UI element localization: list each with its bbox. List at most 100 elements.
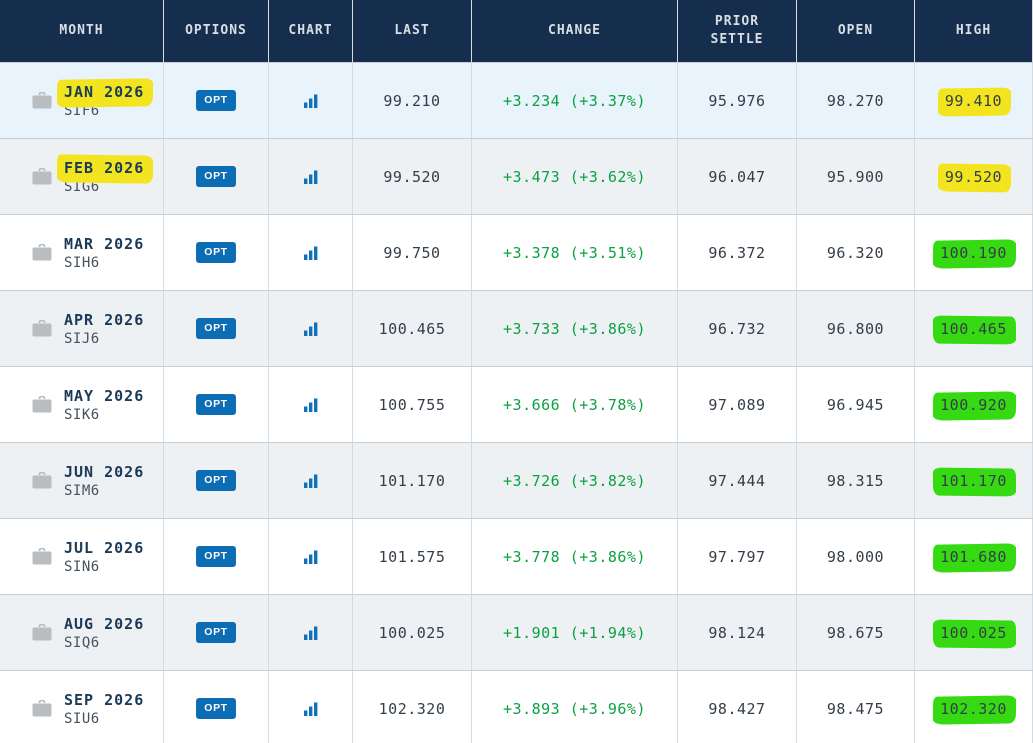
change-value: +3.778 (+3.86%) (472, 519, 678, 594)
options-button[interactable]: OPT (196, 622, 236, 643)
month-label: MAR 2026 (64, 234, 145, 253)
column-header-month[interactable]: MONTH (0, 0, 164, 62)
month-cell[interactable]: JAN 2026 SIF6 (0, 63, 164, 138)
bar-chart-icon[interactable] (302, 169, 320, 185)
change-value: +1.901 (+1.94%) (472, 595, 678, 670)
briefcase-icon (32, 700, 52, 717)
open-value: 95.900 (797, 139, 915, 214)
bar-chart-icon[interactable] (302, 473, 320, 489)
briefcase-icon (32, 396, 52, 413)
last-value: 101.170 (353, 443, 472, 518)
briefcase-icon (32, 244, 52, 261)
column-header-open[interactable]: OPEN (797, 0, 915, 62)
month-cell[interactable]: APR 2026 SIJ6 (0, 291, 164, 366)
last-value: 100.755 (353, 367, 472, 442)
contract-code: SIQ6 (64, 634, 100, 651)
column-header-high[interactable]: HIGH (915, 0, 1033, 62)
high-value: 100.025 (940, 623, 1007, 642)
open-value: 96.945 (797, 367, 915, 442)
table-row: APR 2026 SIJ6 OPT 100.465 +3.733 (+3.86%… (0, 290, 1033, 366)
prior-settle-value: 96.372 (678, 215, 797, 290)
month-cell[interactable]: AUG 2026 SIQ6 (0, 595, 164, 670)
month-label: APR 2026 (64, 310, 145, 329)
briefcase-icon (32, 92, 52, 109)
bar-chart-icon[interactable] (302, 397, 320, 413)
briefcase-icon (32, 548, 52, 565)
bar-chart-icon[interactable] (302, 245, 320, 261)
prior-settle-value: 96.732 (678, 291, 797, 366)
prior-settle-value: 97.089 (678, 367, 797, 442)
prior-settle-value: 98.124 (678, 595, 797, 670)
month-cell[interactable]: SEP 2026 SIU6 (0, 671, 164, 743)
prior-settle-value: 97.444 (678, 443, 797, 518)
column-header-prior-settle[interactable]: PRIOR SETTLE (678, 0, 797, 62)
bar-chart-icon[interactable] (302, 549, 320, 565)
month-label: SEP 2026 (64, 690, 145, 709)
column-header-options[interactable]: OPTIONS (164, 0, 269, 62)
column-header-last[interactable]: LAST (353, 0, 472, 62)
month-label: JUN 2026 (64, 462, 145, 481)
options-button[interactable]: OPT (196, 698, 236, 719)
bar-chart-icon[interactable] (302, 625, 320, 641)
contract-code: SIJ6 (64, 330, 100, 347)
high-value: 102.320 (940, 699, 1007, 718)
open-value: 96.320 (797, 215, 915, 290)
contract-code: SIK6 (64, 406, 100, 423)
column-header-chart[interactable]: CHART (269, 0, 353, 62)
high-value: 100.465 (940, 319, 1007, 338)
options-button[interactable]: OPT (196, 318, 236, 339)
options-button[interactable]: OPT (196, 546, 236, 567)
options-button[interactable]: OPT (196, 90, 236, 111)
last-value: 101.575 (353, 519, 472, 594)
last-value: 100.025 (353, 595, 472, 670)
table-row: AUG 2026 SIQ6 OPT 100.025 +1.901 (+1.94%… (0, 594, 1033, 670)
table-row: SEP 2026 SIU6 OPT 102.320 +3.893 (+3.96%… (0, 670, 1033, 743)
open-value: 98.315 (797, 443, 915, 518)
last-value: 99.750 (353, 215, 472, 290)
open-value: 98.270 (797, 63, 915, 138)
month-cell[interactable]: JUN 2026 SIM6 (0, 443, 164, 518)
last-value: 99.520 (353, 139, 472, 214)
options-button[interactable]: OPT (196, 166, 236, 187)
options-button[interactable]: OPT (196, 470, 236, 491)
bar-chart-icon[interactable] (302, 701, 320, 717)
briefcase-icon (32, 168, 52, 185)
column-header-change[interactable]: CHANGE (472, 0, 678, 62)
month-label: JAN 2026 (64, 82, 145, 101)
month-label: AUG 2026 (64, 614, 145, 633)
table-row: JUL 2026 SIN6 OPT 101.575 +3.778 (+3.86%… (0, 518, 1033, 594)
options-button[interactable]: OPT (196, 242, 236, 263)
change-value: +3.726 (+3.82%) (472, 443, 678, 518)
table-row: MAR 2026 SIH6 OPT 99.750 +3.378 (+3.51%)… (0, 214, 1033, 290)
briefcase-icon (32, 320, 52, 337)
open-value: 96.800 (797, 291, 915, 366)
high-value: 99.410 (944, 91, 1003, 110)
prior-settle-value: 95.976 (678, 63, 797, 138)
open-value: 98.000 (797, 519, 915, 594)
table-row: FEB 2026 SIG6 OPT 99.520 +3.473 (+3.62%)… (0, 138, 1033, 214)
change-value: +3.378 (+3.51%) (472, 215, 678, 290)
high-value: 101.170 (940, 471, 1007, 490)
prior-settle-value: 98.427 (678, 671, 797, 743)
last-value: 102.320 (353, 671, 472, 743)
contract-code: SIH6 (64, 254, 100, 271)
change-value: +3.234 (+3.37%) (472, 63, 678, 138)
table-header-row: MONTH OPTIONS CHART LAST CHANGE PRIOR SE… (0, 0, 1033, 62)
contract-code: SIN6 (64, 558, 100, 575)
bar-chart-icon[interactable] (302, 321, 320, 337)
month-cell[interactable]: JUL 2026 SIN6 (0, 519, 164, 594)
last-value: 100.465 (353, 291, 472, 366)
change-value: +3.733 (+3.86%) (472, 291, 678, 366)
high-value: 100.190 (940, 243, 1007, 262)
high-value: 99.520 (944, 167, 1003, 186)
high-value: 100.920 (940, 395, 1007, 414)
table-body: JAN 2026 SIF6 OPT 99.210 +3.234 (+3.37%)… (0, 62, 1033, 743)
options-button[interactable]: OPT (196, 394, 236, 415)
bar-chart-icon[interactable] (302, 93, 320, 109)
month-cell[interactable]: MAY 2026 SIK6 (0, 367, 164, 442)
contract-code: SIM6 (64, 482, 100, 499)
month-label: JUL 2026 (64, 538, 145, 557)
briefcase-icon (32, 624, 52, 641)
month-cell[interactable]: FEB 2026 SIG6 (0, 139, 164, 214)
month-cell[interactable]: MAR 2026 SIH6 (0, 215, 164, 290)
